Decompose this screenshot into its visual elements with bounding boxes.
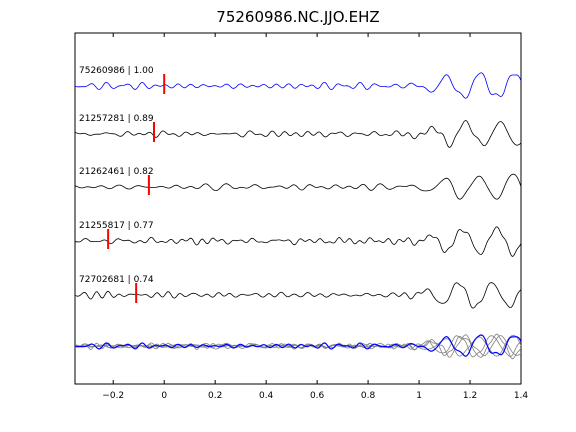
- x-tick-label: 0.6: [310, 391, 325, 401]
- trace-5: 72702681 | 0.74: [74, 275, 522, 309]
- x-tick-label: 0.8: [361, 391, 376, 401]
- x-tick-label: 1: [416, 391, 422, 401]
- trace-line: [74, 72, 522, 99]
- x-tick-label: 0.4: [259, 391, 274, 401]
- trace-line: [74, 226, 522, 257]
- trace-label: 72702681 | 0.74: [79, 275, 154, 285]
- x-tick-label: −0.2: [102, 391, 124, 401]
- trace-2: 21257281 | 0.89: [74, 114, 522, 148]
- trace-line: [74, 282, 522, 309]
- x-tick-label: 1.4: [514, 391, 529, 401]
- x-tick-label: 0.2: [208, 391, 222, 401]
- trace-1: 75260986 | 1.00: [74, 66, 522, 99]
- x-axis: −0.2 0 0.2 0.4 0.6 0.8 1 1.2 1.4: [102, 33, 528, 401]
- x-tick-label: 0: [161, 391, 167, 401]
- x-tick-label: 1.2: [463, 391, 477, 401]
- traces-group: 75260986 | 1.00 21257281 | 0.89 21262461 |…: [74, 66, 522, 309]
- trace-4: 21255817 | 0.77: [74, 221, 522, 257]
- plot-frame: [74, 32, 522, 385]
- trace-label: 21255817 | 0.77: [79, 221, 154, 231]
- trace-3: 21262461 | 0.82: [74, 167, 522, 200]
- trace-line: [74, 120, 522, 148]
- chart-title: 75260986.NC.JJO.EHZ: [216, 8, 379, 26]
- trace-label: 21262461 | 0.82: [79, 167, 154, 177]
- trace-label: 75260986 | 1.00: [79, 66, 154, 76]
- stack-group: [74, 333, 522, 360]
- trace-label: 21257281 | 0.89: [79, 114, 154, 124]
- stack-reference-trace: [74, 334, 522, 357]
- trace-line: [74, 173, 522, 200]
